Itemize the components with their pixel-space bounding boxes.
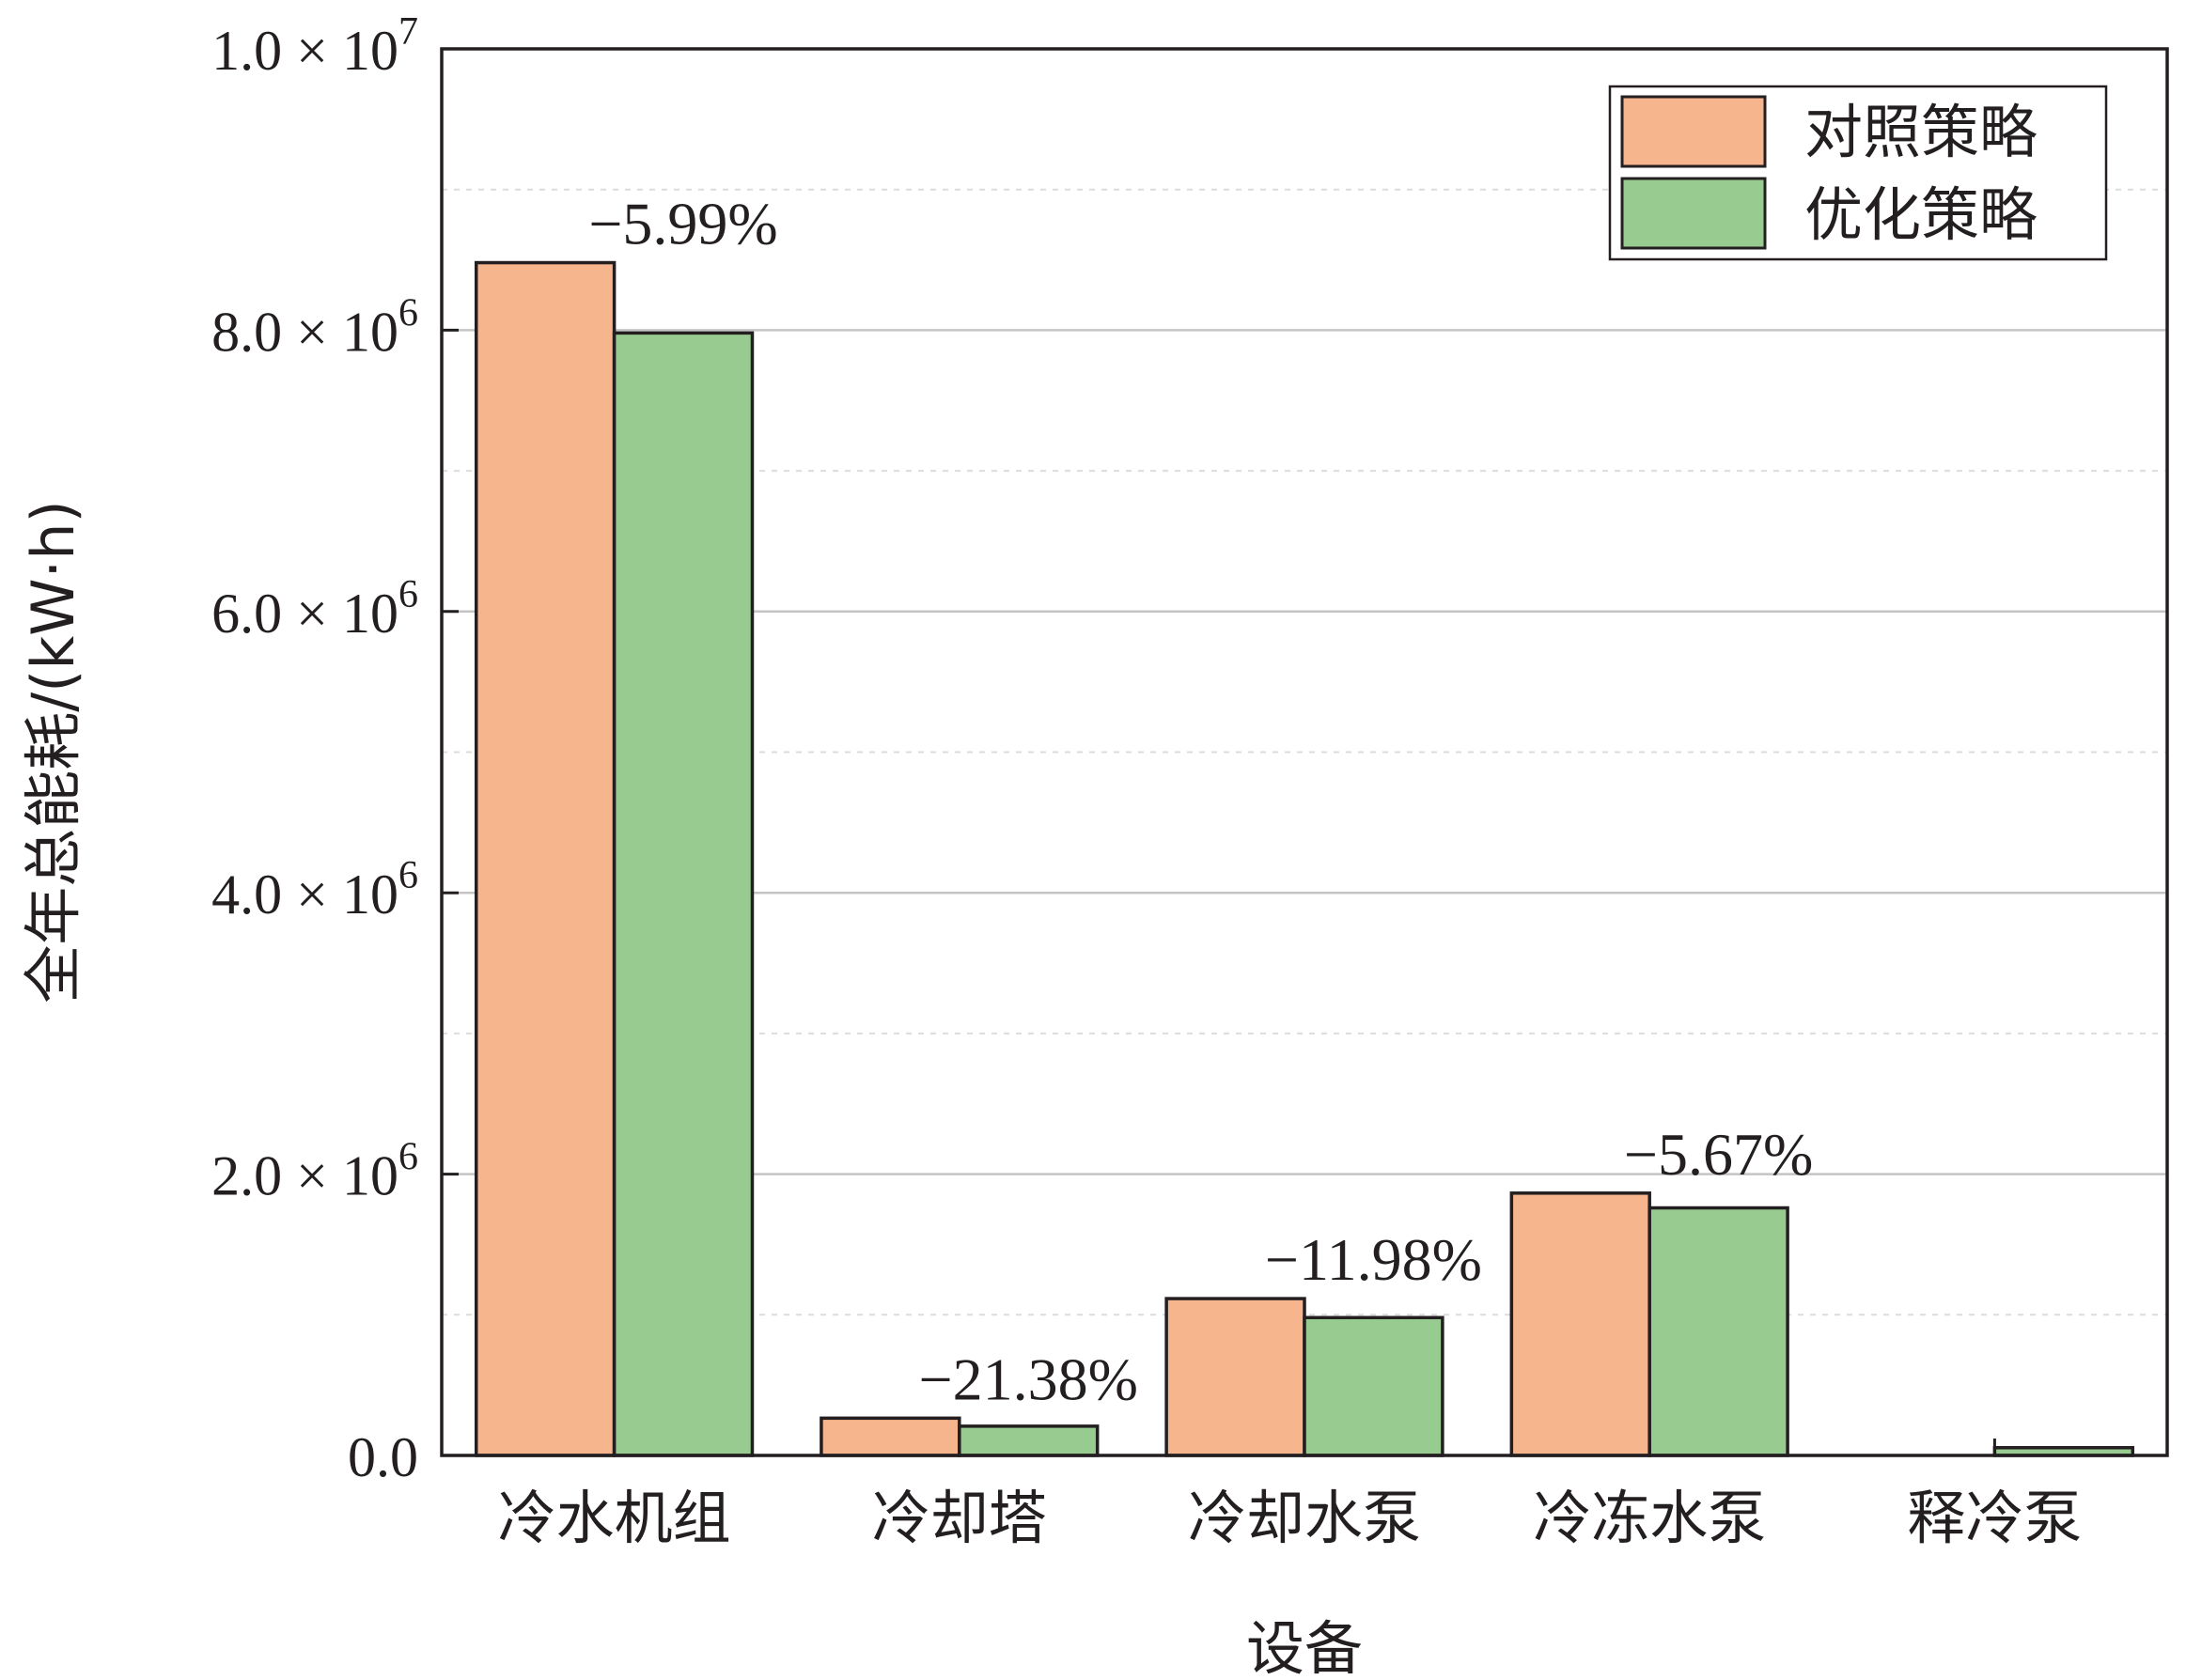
data-label: −5.67% (1624, 1121, 1813, 1188)
data-label: −21.38% (919, 1346, 1138, 1412)
legend-label-optimized: 优化策略 (1804, 180, 2038, 249)
bar-control (1509, 1191, 1651, 1457)
data-label: −5.99% (588, 191, 777, 257)
y-tick-label: 1.0 × 107 (211, 10, 418, 82)
bar-optimized (958, 1424, 1100, 1457)
x-tick-label: 释冷泵 (1907, 1484, 2082, 1552)
bar-control (820, 1416, 961, 1457)
y-tick-label: 2.0 × 106 (211, 1136, 418, 1207)
x-tick-label: 冷却塔 (872, 1484, 1047, 1552)
bar-optimized (612, 331, 755, 1457)
y-tick-label: 8.0 × 106 (211, 291, 418, 363)
legend-swatch-control (1620, 95, 1767, 168)
x-axis: 冷水机组 冷却塔 冷却水泵 冷冻水泵 释冷泵 (498, 1439, 2082, 1552)
bar-optimized (1303, 1315, 1444, 1457)
x-tick-label: 冷冻水泵 (1533, 1484, 1766, 1552)
legend-label-control: 对照策略 (1804, 98, 2038, 166)
bar-optimized (1647, 1206, 1789, 1457)
y-tick-label: 0.0 (348, 1426, 418, 1488)
bar-control (474, 260, 617, 1457)
annotations: −5.99% −21.38% −11.98% −5.67% (588, 191, 1813, 1413)
x-tick-label: 冷却水泵 (1188, 1484, 1421, 1552)
legend-swatch-optimized (1620, 177, 1767, 250)
legend: 对照策略 优化策略 (1608, 85, 2108, 261)
x-tick-label: 冷水机组 (498, 1484, 731, 1552)
bar-control (1164, 1297, 1306, 1457)
y-axis-label: 全年总能耗/(kW·h) (19, 500, 87, 1003)
data-label: −11.98% (1265, 1226, 1482, 1293)
x-axis-label: 设备 (1246, 1614, 1363, 1680)
y-tick-label: 4.0 × 106 (211, 854, 418, 926)
y-axis: 0.0 2.0 × 106 4.0 × 106 6.0 × 106 8.0 × 106 1… (211, 10, 459, 1488)
y-tick-label: 6.0 × 106 (211, 573, 418, 645)
